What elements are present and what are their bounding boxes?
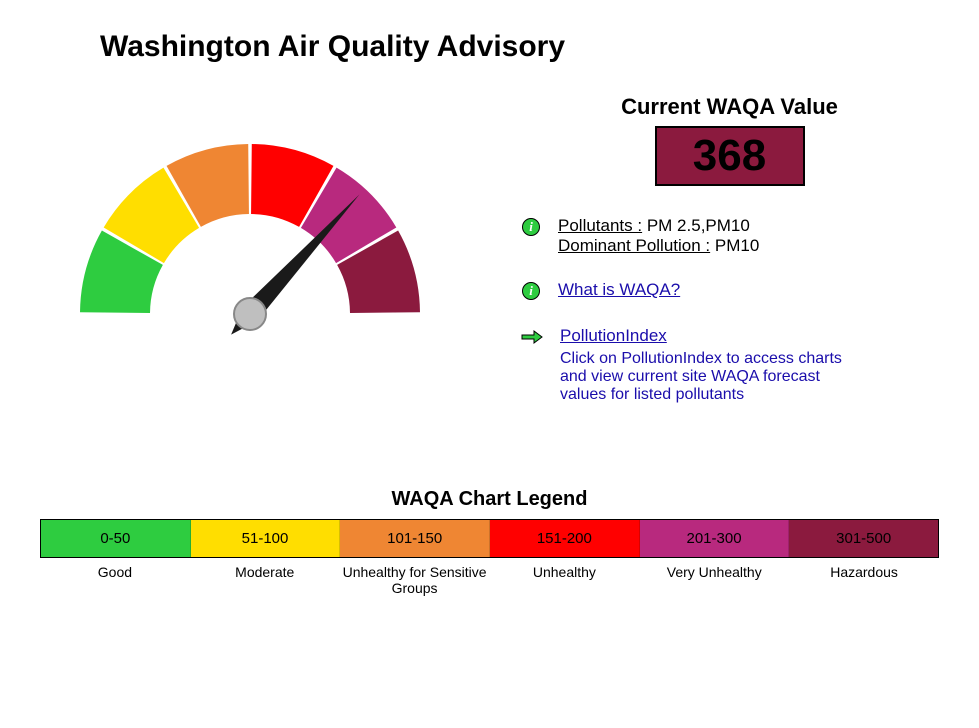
dominant-pollution-value: PM10: [710, 236, 759, 255]
legend-label: Unhealthy: [489, 564, 639, 596]
pollutants-value: PM 2.5,PM10: [642, 216, 750, 235]
current-waqa-value: 368: [655, 126, 805, 186]
info-icon: i: [520, 216, 542, 238]
gauge-column: [40, 94, 460, 428]
legend-label: Very Unhealthy: [639, 564, 789, 596]
gauge-chart: [60, 104, 440, 364]
pollution-index-row: PollutionIndex Click on PollutionIndex t…: [520, 326, 939, 404]
legend-labels: GoodModerateUnhealthy for Sensitive Grou…: [40, 564, 939, 596]
legend-cell: 201-300: [640, 520, 790, 557]
legend-label: Unhealthy for Sensitive Groups: [340, 564, 490, 596]
info-icon: i: [520, 280, 542, 302]
legend-label: Good: [40, 564, 190, 596]
legend-cell: 101-150: [340, 520, 490, 557]
legend-bar: 0-5051-100101-150151-200201-300301-500: [40, 519, 939, 558]
legend-cell: 151-200: [490, 520, 640, 557]
gauge-hub: [234, 298, 266, 330]
legend-cell: 51-100: [191, 520, 341, 557]
page-title: Washington Air Quality Advisory: [100, 30, 939, 64]
what-is-waqa-link[interactable]: What is WAQA?: [558, 280, 680, 299]
legend-title: WAQA Chart Legend: [40, 488, 939, 511]
legend-cell: 301-500: [789, 520, 938, 557]
dominant-pollution-label: Dominant Pollution :: [558, 236, 710, 255]
pollution-index-hint: Click on PollutionIndex to access charts…: [560, 350, 870, 404]
current-waqa-label: Current WAQA Value: [520, 94, 939, 120]
pointing-hand-icon: [520, 326, 544, 348]
legend-label: Moderate: [190, 564, 340, 596]
legend-cell: 0-50: [41, 520, 191, 557]
legend-section: WAQA Chart Legend 0-5051-100101-150151-2…: [40, 488, 939, 596]
pollutants-row: i Pollutants : PM 2.5,PM10 Dominant Poll…: [520, 216, 939, 256]
pollutants-label: Pollutants :: [558, 216, 642, 235]
main-row: Current WAQA Value 368 i Pollutants : PM…: [40, 94, 939, 428]
legend-label: Hazardous: [789, 564, 939, 596]
pollution-index-link[interactable]: PollutionIndex: [560, 326, 667, 345]
what-is-row: i What is WAQA?: [520, 280, 939, 302]
info-column: Current WAQA Value 368 i Pollutants : PM…: [520, 94, 939, 428]
